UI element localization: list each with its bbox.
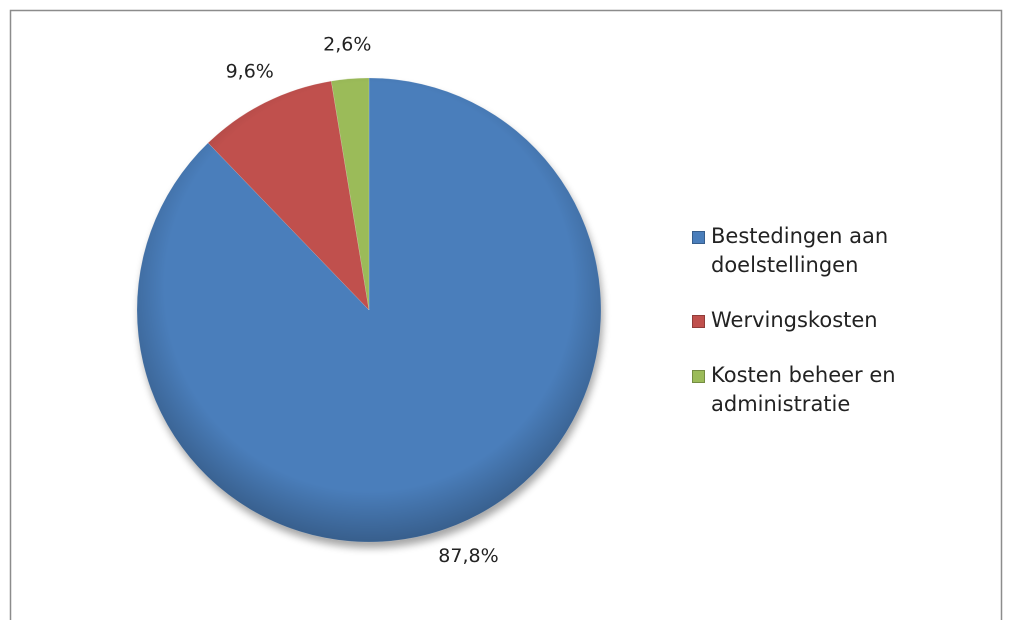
legend-item: Kosten beheer en administratie [692, 361, 962, 419]
legend-item: Bestedingen aan doelstellingen [692, 222, 962, 280]
legend: Bestedingen aan doelstellingen Wervingsko… [692, 222, 962, 445]
legend-swatch [692, 370, 705, 383]
legend-swatch [692, 315, 705, 328]
data-label: 9,6% [226, 61, 274, 83]
data-label: 87,8% [438, 545, 498, 567]
data-label: 2,6% [323, 33, 371, 55]
legend-label: Kosten beheer en administratie [711, 363, 896, 416]
legend-item: Wervingskosten [692, 306, 962, 335]
legend-label: Wervingskosten [711, 308, 878, 332]
legend-swatch [692, 231, 705, 244]
legend-label: Bestedingen aan doelstellingen [711, 224, 889, 277]
frame [9, 9, 1003, 620]
